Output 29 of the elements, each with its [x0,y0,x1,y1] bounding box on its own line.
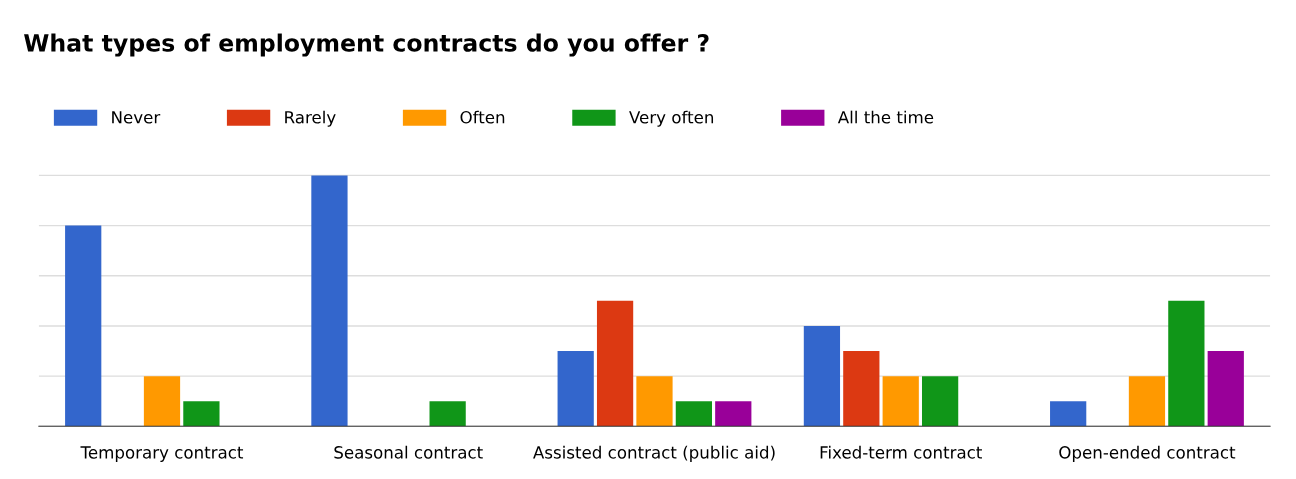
bar [183,401,220,427]
bar [1207,351,1244,427]
bar [311,175,348,427]
chart-title: What types of employment contracts do you offer ? [24,33,709,57]
bar [636,376,673,427]
bar [803,325,841,427]
legend-label: Rarely [285,110,336,127]
x-tick-label: Seasonal contract [334,445,483,459]
bar [1128,376,1166,427]
bar [882,376,919,427]
bar [922,376,959,427]
bar [843,351,880,427]
bar [65,225,102,427]
bar [1050,401,1087,427]
bar [675,401,712,427]
bar [557,351,594,427]
bar [143,376,181,427]
bar [596,300,634,427]
legend-label: All the time [837,110,934,124]
legend-label: Very often [629,110,714,127]
legend-label: Often [460,110,505,124]
legend-label: Never [112,111,161,124]
x-tick-label: Open-ended contract [1059,445,1236,462]
bar [715,401,752,427]
bar [1168,300,1205,427]
x-tick-label: Fixed-term contract [820,445,982,459]
bar [429,401,466,427]
x-tick-label: Assisted contract (public aid) [533,445,775,462]
x-tick-label: Temporary contract [80,446,244,462]
